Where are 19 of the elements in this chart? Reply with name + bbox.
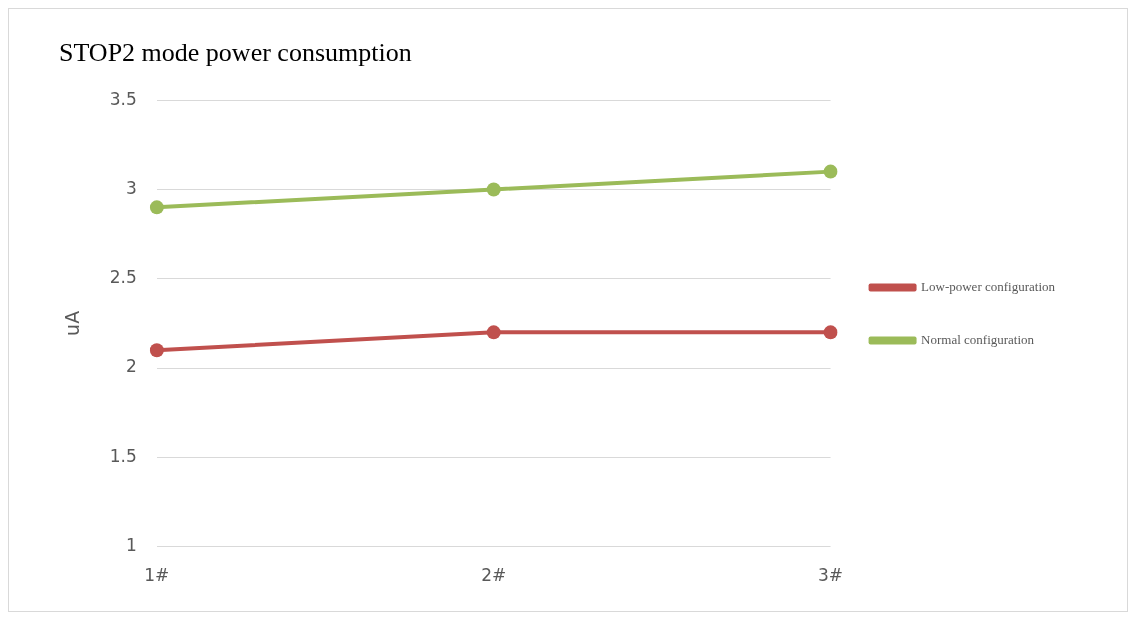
x-tick-label: 3# xyxy=(818,565,844,586)
y-tick-label: 2.5 xyxy=(109,267,137,288)
point xyxy=(823,325,838,340)
y-tick-label: 3.5 xyxy=(109,88,137,109)
y-tick-label: 1 xyxy=(126,535,137,556)
x-tick-label: 2# xyxy=(481,565,507,586)
y-tick-label: 1.5 xyxy=(109,445,137,466)
point xyxy=(486,182,501,197)
y-axis-title: uA xyxy=(61,310,84,336)
point xyxy=(149,200,164,215)
point xyxy=(486,325,501,340)
y-tick-label: 3 xyxy=(126,177,137,198)
chart-title: STOP2 mode power consumption xyxy=(59,38,412,68)
point xyxy=(823,164,838,179)
legend-label: Normal configuration xyxy=(921,331,1035,347)
legend-label: Low-power configuration xyxy=(921,278,1056,294)
point xyxy=(149,343,164,358)
y-tick-label: 2 xyxy=(126,356,137,377)
x-tick-label: 1# xyxy=(144,565,170,586)
